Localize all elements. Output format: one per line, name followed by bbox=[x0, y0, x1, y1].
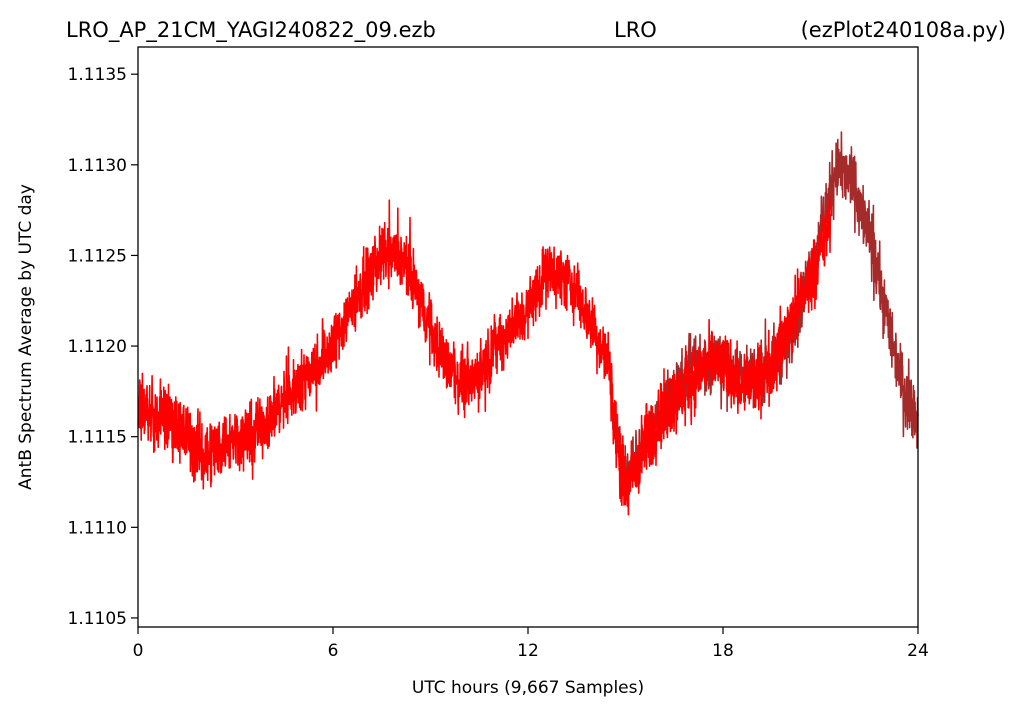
x-tick-label: 0 bbox=[133, 641, 144, 661]
x-tick-label: 6 bbox=[328, 641, 339, 661]
y-tick-label: 1.1135 bbox=[68, 65, 127, 85]
x-tick-label: 24 bbox=[907, 641, 929, 661]
y-tick-label: 1.1115 bbox=[68, 428, 127, 448]
series-line-red bbox=[137, 194, 832, 516]
chart-title-right: (ezPlot240108a.py) bbox=[801, 18, 1006, 42]
x-tick-label: 12 bbox=[517, 641, 539, 661]
y-tick-label: 1.1105 bbox=[68, 609, 127, 629]
chart-title-left: LRO_AP_21CM_YAGI240822_09.ezb bbox=[66, 18, 436, 43]
x-tick-label: 18 bbox=[712, 641, 734, 661]
y-tick-label: 1.1110 bbox=[68, 518, 127, 538]
y-axis-label: AntB Spectrum Average by UTC day bbox=[16, 184, 36, 490]
chart-title-center: LRO bbox=[614, 18, 657, 42]
series-layer bbox=[137, 131, 919, 516]
series-line-brown bbox=[611, 131, 919, 497]
y-tick-label: 1.1130 bbox=[68, 156, 127, 176]
y-tick-label: 1.1125 bbox=[68, 246, 127, 266]
x-axis-label: UTC hours (9,667 Samples) bbox=[412, 678, 644, 698]
y-tick-label: 1.1120 bbox=[68, 337, 127, 357]
x-axis: 0 6 12 18 24 bbox=[133, 627, 929, 661]
y-axis: 1.1105 1.1110 1.1115 1.1120 1.1125 1.1130 1.11… bbox=[68, 65, 138, 629]
